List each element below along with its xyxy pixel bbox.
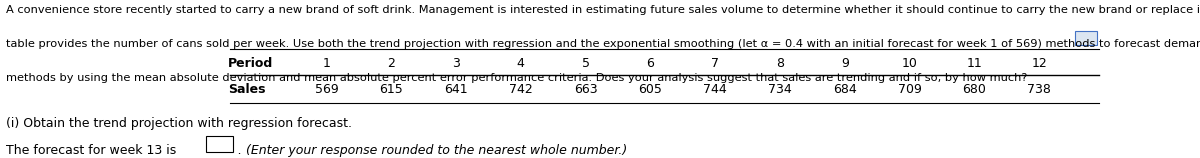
Text: 10: 10 (901, 58, 918, 70)
Text: 680: 680 (962, 83, 986, 96)
Text: A convenience store recently started to carry a new brand of soft drink. Managem: A convenience store recently started to … (6, 5, 1200, 15)
Text: 641: 641 (444, 83, 468, 96)
Text: 569: 569 (314, 83, 338, 96)
Text: (i) Obtain the trend projection with regression forecast.: (i) Obtain the trend projection with reg… (6, 117, 352, 130)
Text: 684: 684 (833, 83, 857, 96)
Text: 6: 6 (647, 58, 654, 70)
Text: 709: 709 (898, 83, 922, 96)
Text: 663: 663 (574, 83, 598, 96)
Text: 8: 8 (776, 58, 784, 70)
Text: 734: 734 (768, 83, 792, 96)
Text: 1: 1 (323, 58, 330, 70)
Text: Sales: Sales (228, 83, 265, 96)
Text: 615: 615 (379, 83, 403, 96)
Text: 9: 9 (841, 58, 848, 70)
Text: 12: 12 (1031, 58, 1048, 70)
Text: 605: 605 (638, 83, 662, 96)
Text: Period: Period (228, 58, 274, 70)
Text: 2: 2 (388, 58, 395, 70)
Text: 738: 738 (1027, 83, 1051, 96)
Text: methods by using the mean absolute deviation and mean absolute percent error per: methods by using the mean absolute devia… (6, 73, 1027, 83)
Text: 742: 742 (509, 83, 533, 96)
Text: 7: 7 (712, 58, 719, 70)
Text: 5: 5 (582, 58, 589, 70)
Text: 4: 4 (517, 58, 524, 70)
Text: table provides the number of cans sold per week. Use both the trend projection w: table provides the number of cans sold p… (6, 39, 1200, 49)
Text: 11: 11 (966, 58, 983, 70)
Text: The forecast for week 13 is: The forecast for week 13 is (6, 144, 180, 157)
Text: 3: 3 (452, 58, 460, 70)
Text: . (Enter your response rounded to the nearest whole number.): . (Enter your response rounded to the ne… (238, 144, 626, 157)
Text: 744: 744 (703, 83, 727, 96)
